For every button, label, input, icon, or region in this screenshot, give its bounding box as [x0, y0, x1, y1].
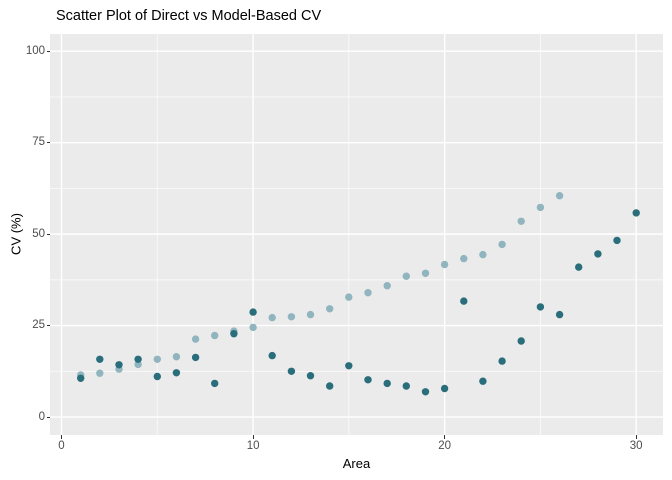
x-tick-label: 0	[58, 440, 65, 452]
data-point-model	[555, 192, 564, 200]
y-tick-label: 100	[25, 44, 45, 57]
data-point-direct	[594, 250, 602, 258]
data-point-model	[268, 313, 276, 322]
data-point-direct	[345, 362, 353, 370]
data-point-direct	[287, 367, 296, 375]
data-point-model	[479, 250, 487, 259]
data-point-direct	[77, 374, 85, 382]
data-point-model	[345, 293, 353, 301]
data-point-direct	[306, 372, 315, 380]
data-point-model	[96, 369, 104, 377]
data-point-model	[460, 254, 468, 263]
data-point-model	[191, 335, 200, 343]
y-tick-label: 50	[32, 227, 45, 240]
data-point-model	[517, 217, 525, 225]
data-point-model	[383, 282, 391, 290]
data-point-model	[498, 240, 506, 249]
data-point-direct	[460, 297, 468, 305]
data-point-direct	[421, 388, 430, 396]
plot-title: Scatter Plot of Direct vs Model-Based CV	[56, 8, 322, 24]
y-tick-label: 75	[32, 136, 45, 149]
x-tick-label: 10	[246, 440, 260, 452]
data-point-direct	[249, 308, 257, 316]
data-point-direct	[536, 303, 545, 311]
data-point-direct	[134, 355, 142, 363]
data-point-direct	[402, 382, 410, 390]
x-tick-mark	[60, 435, 63, 439]
data-point-direct	[517, 337, 525, 345]
y-tick-mark	[46, 142, 50, 144]
chart-canvas	[50, 34, 663, 435]
data-point-model	[440, 260, 449, 269]
data-point-direct	[172, 369, 181, 377]
data-point-model	[172, 353, 181, 361]
data-point-direct	[479, 377, 487, 385]
data-point-direct	[153, 372, 161, 381]
data-point-direct	[440, 384, 449, 393]
x-tick-mark	[635, 435, 637, 439]
data-point-model	[364, 289, 372, 297]
data-point-direct	[498, 357, 506, 365]
data-point-model	[153, 355, 161, 363]
data-point-direct	[555, 310, 564, 319]
data-point-direct	[115, 361, 123, 369]
data-point-model	[211, 331, 219, 340]
y-tick-mark	[46, 325, 50, 327]
data-point-model	[536, 203, 545, 212]
y-tick-label: 25	[32, 319, 45, 332]
y-tick-mark	[46, 233, 50, 235]
y-tick-mark	[46, 416, 50, 418]
y-tick-label: 0	[38, 410, 45, 423]
data-point-model	[134, 360, 142, 369]
data-point-model	[287, 313, 296, 321]
x-tick-mark	[252, 435, 254, 439]
data-point-direct	[364, 376, 372, 384]
data-point-direct	[96, 355, 104, 363]
data-point-model	[421, 269, 430, 277]
data-point-model	[306, 310, 315, 319]
data-point-direct	[230, 330, 238, 338]
data-point-direct	[191, 353, 200, 362]
plot-panel	[50, 34, 663, 435]
data-point-direct	[211, 379, 219, 388]
data-point-direct	[326, 382, 334, 390]
x-tick-mark	[444, 435, 446, 439]
x-tick-label: 20	[438, 440, 451, 452]
data-point-model	[326, 305, 334, 313]
data-point-model	[402, 272, 410, 280]
data-point-direct	[383, 379, 391, 388]
x-axis-title: Area	[342, 456, 371, 471]
data-point-direct	[632, 209, 640, 217]
data-point-direct	[268, 351, 276, 360]
y-tick-mark	[46, 50, 50, 52]
data-point-direct	[613, 236, 621, 245]
x-tick-label: 30	[629, 440, 643, 452]
data-point-model	[249, 323, 257, 332]
data-point-direct	[575, 263, 583, 271]
